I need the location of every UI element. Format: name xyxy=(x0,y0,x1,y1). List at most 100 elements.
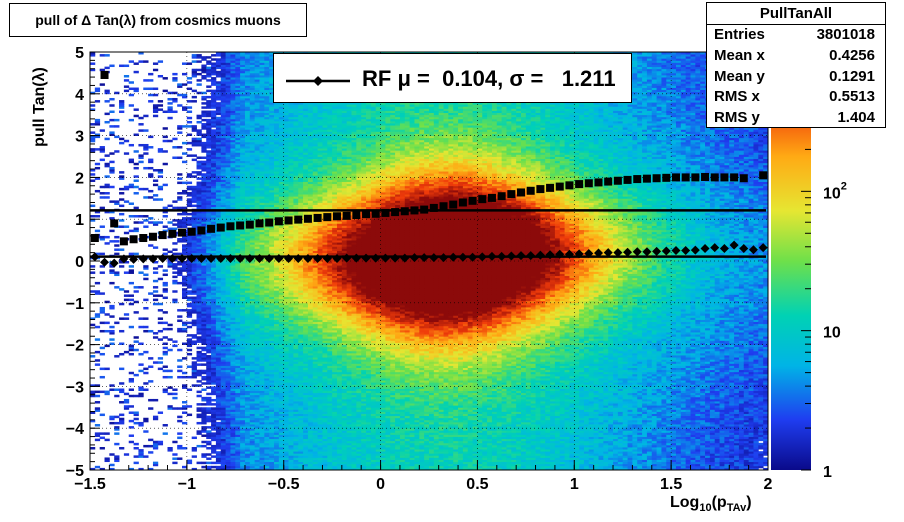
y-tick-label: −4 xyxy=(66,421,84,438)
legend: RF μ = 0.104, σ = 1.211 xyxy=(273,53,632,103)
heatmap-column xyxy=(453,52,458,470)
stats-label: RMS x xyxy=(714,87,760,108)
square-marker xyxy=(478,195,486,203)
square-marker xyxy=(236,221,244,229)
y-tick-label: 0 xyxy=(75,254,84,271)
y-tick-label: −3 xyxy=(66,379,84,396)
square-marker xyxy=(730,173,738,181)
x-axis-title-main: Log xyxy=(670,494,699,511)
square-marker xyxy=(701,173,709,181)
heatmap-column xyxy=(647,52,652,470)
square-marker xyxy=(691,173,699,181)
square-marker xyxy=(556,183,564,191)
square-marker xyxy=(314,214,322,222)
heatmap-column xyxy=(206,56,211,470)
y-axis-title-text: pull Tan(λ) xyxy=(31,67,48,147)
square-marker xyxy=(275,217,283,225)
square-marker xyxy=(285,216,293,224)
square-marker xyxy=(410,206,418,214)
square-marker xyxy=(130,235,138,243)
heatmap-column xyxy=(623,52,628,470)
square-marker xyxy=(653,174,661,182)
square-marker xyxy=(207,225,215,233)
heatmap-column xyxy=(613,52,618,470)
heatmap-column xyxy=(511,52,516,470)
stats-label: Mean y xyxy=(714,67,765,88)
y-tick-label: 3 xyxy=(75,129,84,146)
heatmap-column xyxy=(671,52,676,470)
square-marker xyxy=(440,202,448,210)
stats-title: PullTanAll xyxy=(707,3,885,25)
square-marker xyxy=(188,228,196,236)
heatmap-column xyxy=(172,73,177,464)
square-marker xyxy=(168,230,176,238)
heatmap-column xyxy=(134,62,139,464)
square-marker xyxy=(246,221,254,229)
heatmap-column xyxy=(105,54,110,462)
stats-row-mean-y: Mean y 0.1291 xyxy=(707,67,885,88)
x-tick-label: −1 xyxy=(178,476,196,493)
heatmap-column xyxy=(497,52,502,470)
stats-box: PullTanAll Entries 3801018 Mean x 0.4256… xyxy=(706,2,886,128)
square-marker xyxy=(527,187,535,195)
square-marker xyxy=(469,197,477,205)
heatmap-column xyxy=(153,62,158,466)
square-marker xyxy=(343,212,351,220)
diamond-marker xyxy=(158,254,167,263)
legend-marker-icon xyxy=(274,54,354,104)
square-marker xyxy=(565,181,573,189)
square-marker xyxy=(178,229,186,237)
square-marker xyxy=(120,237,128,245)
square-marker xyxy=(333,212,341,220)
square-marker xyxy=(720,173,728,181)
heatmap-column xyxy=(463,52,468,470)
heatmap-column xyxy=(487,52,492,470)
stats-value: 0.1291 xyxy=(829,67,875,88)
heatmap-column xyxy=(657,52,662,470)
heatmap-column xyxy=(182,62,187,468)
stats-value: 0.4256 xyxy=(829,46,875,67)
y-tick-label: 5 xyxy=(75,45,84,62)
heatmap-column xyxy=(129,60,134,470)
heatmap-column xyxy=(177,83,182,460)
stats-row-rms-y: RMS y 1.404 xyxy=(707,108,885,129)
square-marker xyxy=(498,192,506,200)
square-marker xyxy=(546,184,554,192)
x-axis-title-sub2: TAv xyxy=(727,502,747,514)
y-tick-label: −5 xyxy=(66,463,84,480)
x-tick-label: 0 xyxy=(376,476,385,493)
y-tick-label: 4 xyxy=(75,87,84,104)
y-tick-label: −1 xyxy=(66,296,84,313)
heatmap-column xyxy=(521,52,526,470)
square-marker xyxy=(391,208,399,216)
x-axis-title: Log10(pTAv) xyxy=(670,494,752,514)
square-marker xyxy=(536,185,544,193)
y-tick-label: 1 xyxy=(75,212,84,229)
chart-title-text: pull of Δ Tan(λ) from cosmics muons xyxy=(35,12,281,28)
square-marker xyxy=(294,216,302,224)
square-marker xyxy=(614,177,622,185)
square-marker xyxy=(401,207,409,215)
x-axis-title-sub1: 10 xyxy=(699,502,711,514)
square-marker xyxy=(101,71,109,79)
square-marker xyxy=(759,171,767,179)
heatmap-column xyxy=(540,52,545,470)
square-marker xyxy=(217,224,225,232)
colorbar-tick-label: 1 xyxy=(823,464,832,481)
y-tick-label: −2 xyxy=(66,338,84,355)
square-marker xyxy=(372,210,380,218)
heatmap-column xyxy=(148,73,153,471)
square-marker xyxy=(352,211,360,219)
stats-label: Mean x xyxy=(714,46,765,67)
square-marker xyxy=(633,175,641,183)
stats-value: 0.5513 xyxy=(829,87,875,108)
y-axis-title: pull Tan(λ) xyxy=(31,57,49,157)
square-marker xyxy=(265,219,273,227)
heatmap-column xyxy=(114,92,119,462)
square-marker xyxy=(459,198,467,206)
square-marker xyxy=(110,219,118,227)
heatmap-column xyxy=(579,52,584,470)
x-tick-label: −0.5 xyxy=(268,476,300,493)
heatmap-column xyxy=(158,60,163,445)
square-marker xyxy=(159,231,167,239)
